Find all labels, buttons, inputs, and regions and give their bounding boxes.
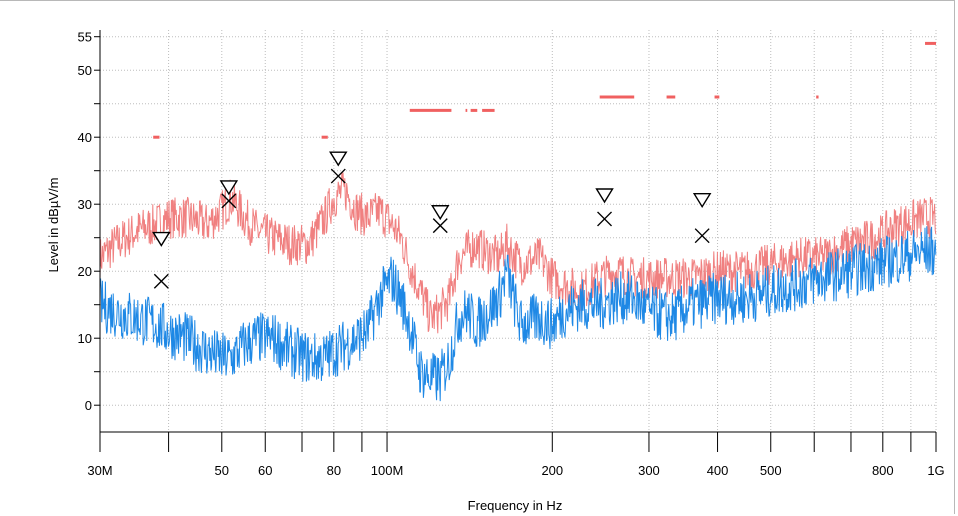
x-tick-label: 400 xyxy=(707,463,729,478)
y-tick-label: 50 xyxy=(78,63,92,78)
peak-marker-triangle xyxy=(595,188,614,204)
peak-marker-x xyxy=(432,218,448,234)
limit-segments xyxy=(153,41,936,139)
peak-marker-x-stroke xyxy=(694,228,710,244)
x-axis-title: Frequency in Hz xyxy=(468,498,563,513)
x-tick-label: 30M xyxy=(87,463,112,478)
peak-marker-triangle xyxy=(692,192,712,209)
x-tick-label: 200 xyxy=(541,463,563,478)
peak-marker-x xyxy=(153,273,169,289)
peak-marker-x-stroke xyxy=(432,218,448,234)
x-tick-label: 80 xyxy=(327,463,341,478)
peak-marker-triangle xyxy=(329,151,348,167)
x-tick-label: 300 xyxy=(638,463,660,478)
peak-marker-x-stroke xyxy=(330,168,346,184)
y-axis-title: Level in dBµV/m xyxy=(46,178,61,273)
peak-markers xyxy=(152,151,712,289)
y-tick-label: 20 xyxy=(78,264,92,279)
peak-marker-x xyxy=(330,168,346,184)
x-tick-label: 50 xyxy=(215,463,229,478)
y-tick-label: 55 xyxy=(78,30,92,45)
peak-marker-x xyxy=(694,228,710,244)
y-tick-label: 10 xyxy=(78,331,92,346)
peak-marker-x-stroke xyxy=(597,211,613,227)
peak-marker-triangle xyxy=(152,231,171,247)
series-line-1 xyxy=(99,172,937,334)
y-tick-label: 0 xyxy=(85,398,92,413)
peak-marker-x-stroke xyxy=(221,193,237,209)
x-tick-label: 1G xyxy=(927,463,944,478)
y-tick-label: 40 xyxy=(78,130,92,145)
peak-marker-x xyxy=(597,211,613,227)
peak-marker-triangle xyxy=(219,180,239,196)
series-line-2 xyxy=(99,226,937,402)
axes: 0 10 20 30 40 50 55 30M 50 60 80 100M 200 300 400 500 80… xyxy=(78,30,945,478)
peak-marker-x xyxy=(221,193,237,209)
peak-marker-x-stroke xyxy=(153,273,169,289)
peak-marker-triangle xyxy=(430,205,450,221)
grid-lines xyxy=(99,30,937,432)
y-tick-label: 30 xyxy=(78,197,92,212)
x-tick-label: 500 xyxy=(760,463,782,478)
x-tick-label: 800 xyxy=(872,463,894,478)
series-layer xyxy=(99,172,937,402)
x-tick-label: 100M xyxy=(371,463,404,478)
x-tick-label: 60 xyxy=(258,463,272,478)
